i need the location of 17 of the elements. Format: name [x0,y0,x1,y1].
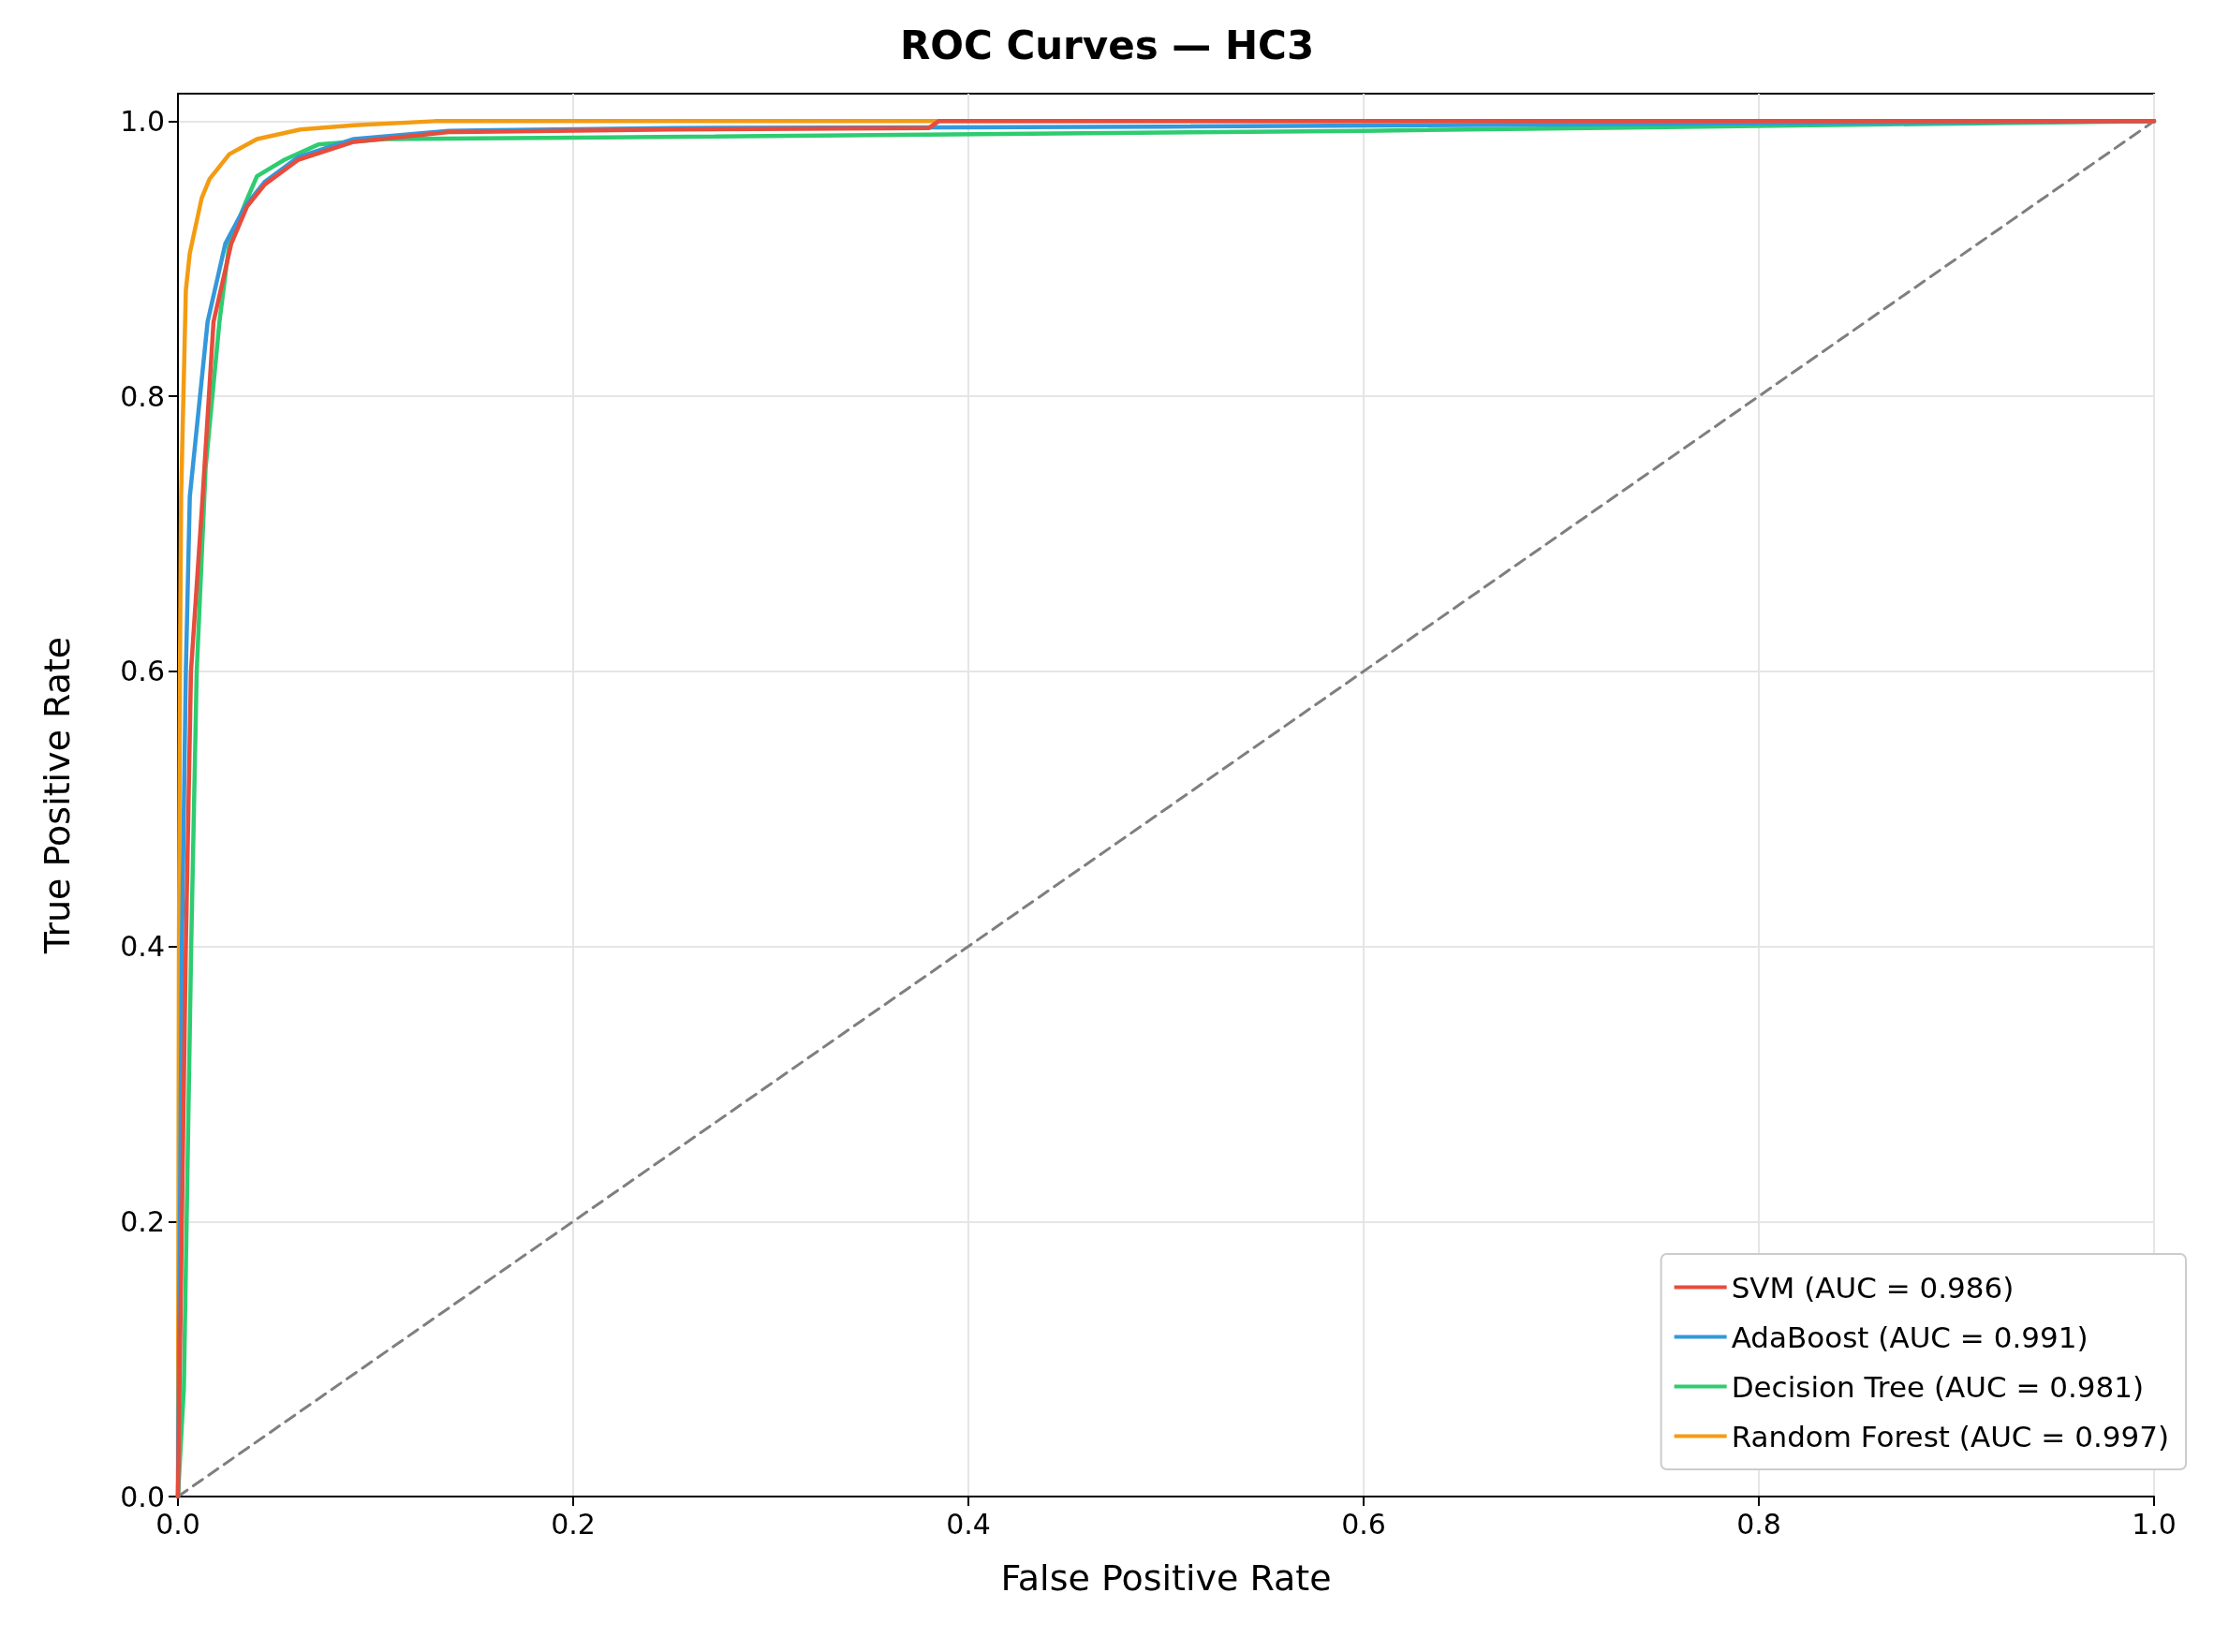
legend-label: Decision Tree (AUC = 0.981) [1731,1369,2145,1404]
x-tick-label: 1.0 [2132,1507,2177,1541]
y-tick-label: 1.0 [120,104,165,138]
x-tick-label: 0.4 [946,1507,991,1541]
legend-label: Random Forest (AUC = 0.997) [1731,1419,2170,1453]
y-tick-label: 0.6 [120,655,165,688]
x-tick-label: 0.6 [1341,1507,1386,1541]
y-axis-title: True Positive Rate [37,636,78,955]
chart-title: ROC Curves — HC3 [899,22,1315,68]
x-tick-label: 0.8 [1736,1507,1781,1541]
legend-label: SVM (AUC = 0.986) [1731,1270,2015,1305]
y-tick-label: 0.4 [120,930,165,964]
x-tick-label: 0.2 [551,1507,596,1541]
y-tick-label: 0.8 [120,379,165,413]
x-axis-title: False Positive Rate [1000,1557,1332,1599]
legend-label: AdaBoost (AUC = 0.991) [1731,1320,2089,1354]
y-tick-label: 0.2 [120,1204,165,1238]
